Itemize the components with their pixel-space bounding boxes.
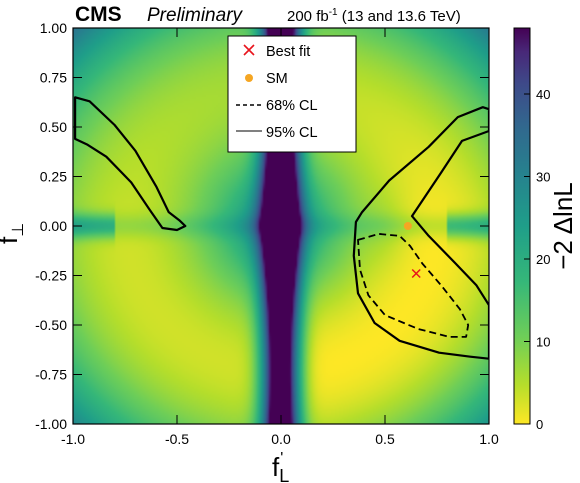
y-tick-label: 1.00	[40, 20, 67, 36]
y-axis-ticks: 1.00 0.75 0.50 0.25 0.00 -0.25 -0.50 -0.75 -1.00	[35, 20, 489, 432]
colorbar-tick-label: 20	[536, 252, 550, 267]
y-axis-label: f⊥	[0, 223, 27, 244]
x-tick-label: 1.0	[479, 431, 499, 447]
y-tick-label: 0.25	[40, 169, 67, 185]
legend-best-fit-marker	[243, 44, 255, 56]
markers	[403, 222, 421, 279]
y-tick-label: -1.00	[35, 416, 67, 432]
legend-entry-sm: SM	[245, 71, 288, 87]
x-axis-label: f' L	[272, 450, 289, 483]
x-label-main: f	[272, 452, 280, 482]
x-tick-label: -1.0	[61, 431, 85, 447]
legend-entry-best-fit: Best fit	[243, 44, 310, 60]
legend-box	[227, 35, 357, 153]
legend-best-fit-label: Best fit	[266, 44, 310, 60]
contour-68cl-right	[357, 233, 470, 338]
y-tick-label: 0.75	[40, 70, 67, 86]
legend-sm-marker	[245, 74, 253, 82]
x-tick-label: 0.0	[271, 431, 291, 447]
y-tick-label: -0.75	[35, 367, 67, 383]
best-fit-marker	[411, 268, 421, 279]
x-axis-ticks: -1.0 -0.5 0.0 0.5 1.0	[61, 28, 499, 447]
legend-68cl-label: 68% CL	[266, 98, 318, 114]
x-label-prime: '	[280, 450, 283, 467]
lumi-exponent: -1	[329, 7, 338, 18]
x-tick-label: -0.5	[165, 431, 189, 447]
contours	[74, 96, 489, 360]
preliminary-label: Preliminary	[147, 5, 244, 26]
y-label-main: f	[0, 236, 23, 244]
lumi-prefix: 200 fb	[287, 8, 329, 25]
y-label-sub: ⊥	[10, 223, 27, 237]
luminosity-label: 200 fb-1 (13 and 13.6 TeV)	[287, 7, 461, 25]
cms-label: CMS	[75, 3, 122, 26]
legend-entry-95cl: 95% CL	[236, 125, 318, 141]
contour-95cl-right	[352, 106, 489, 360]
y-tick-label: -0.50	[35, 317, 67, 333]
y-tick-label: -0.25	[35, 268, 67, 284]
colorbar-ticks: 0 10 20 30 40	[524, 87, 550, 432]
y-tick-label: 0.50	[40, 119, 67, 135]
contour-95cl-left	[74, 96, 187, 232]
y-tick-label: 0.00	[40, 218, 67, 234]
colorbar-tick-label: 30	[536, 170, 550, 185]
x-tick-label: 0.5	[375, 431, 395, 447]
legend-sm-label: SM	[266, 71, 288, 87]
legend: Best fit SM 68% CL 95% CL	[227, 35, 357, 153]
colorbar-tick-label: 40	[536, 87, 550, 102]
colorbar-tick-label: 10	[536, 335, 550, 350]
lumi-suffix: (13 and 13.6 TeV)	[338, 8, 461, 25]
x-label-sub: L	[279, 466, 289, 483]
sm-marker	[403, 222, 412, 230]
colorbar-label: −2 ΔlnL	[548, 182, 578, 270]
colorbar-tick-label: 0	[536, 417, 543, 432]
colorbar: 0 10 20 30 40 −2 ΔlnL	[513, 27, 578, 432]
colorbar-gradient	[513, 27, 531, 425]
legend-entry-68cl: 68% CL	[236, 98, 318, 114]
legend-95cl-label: 95% CL	[266, 125, 318, 141]
